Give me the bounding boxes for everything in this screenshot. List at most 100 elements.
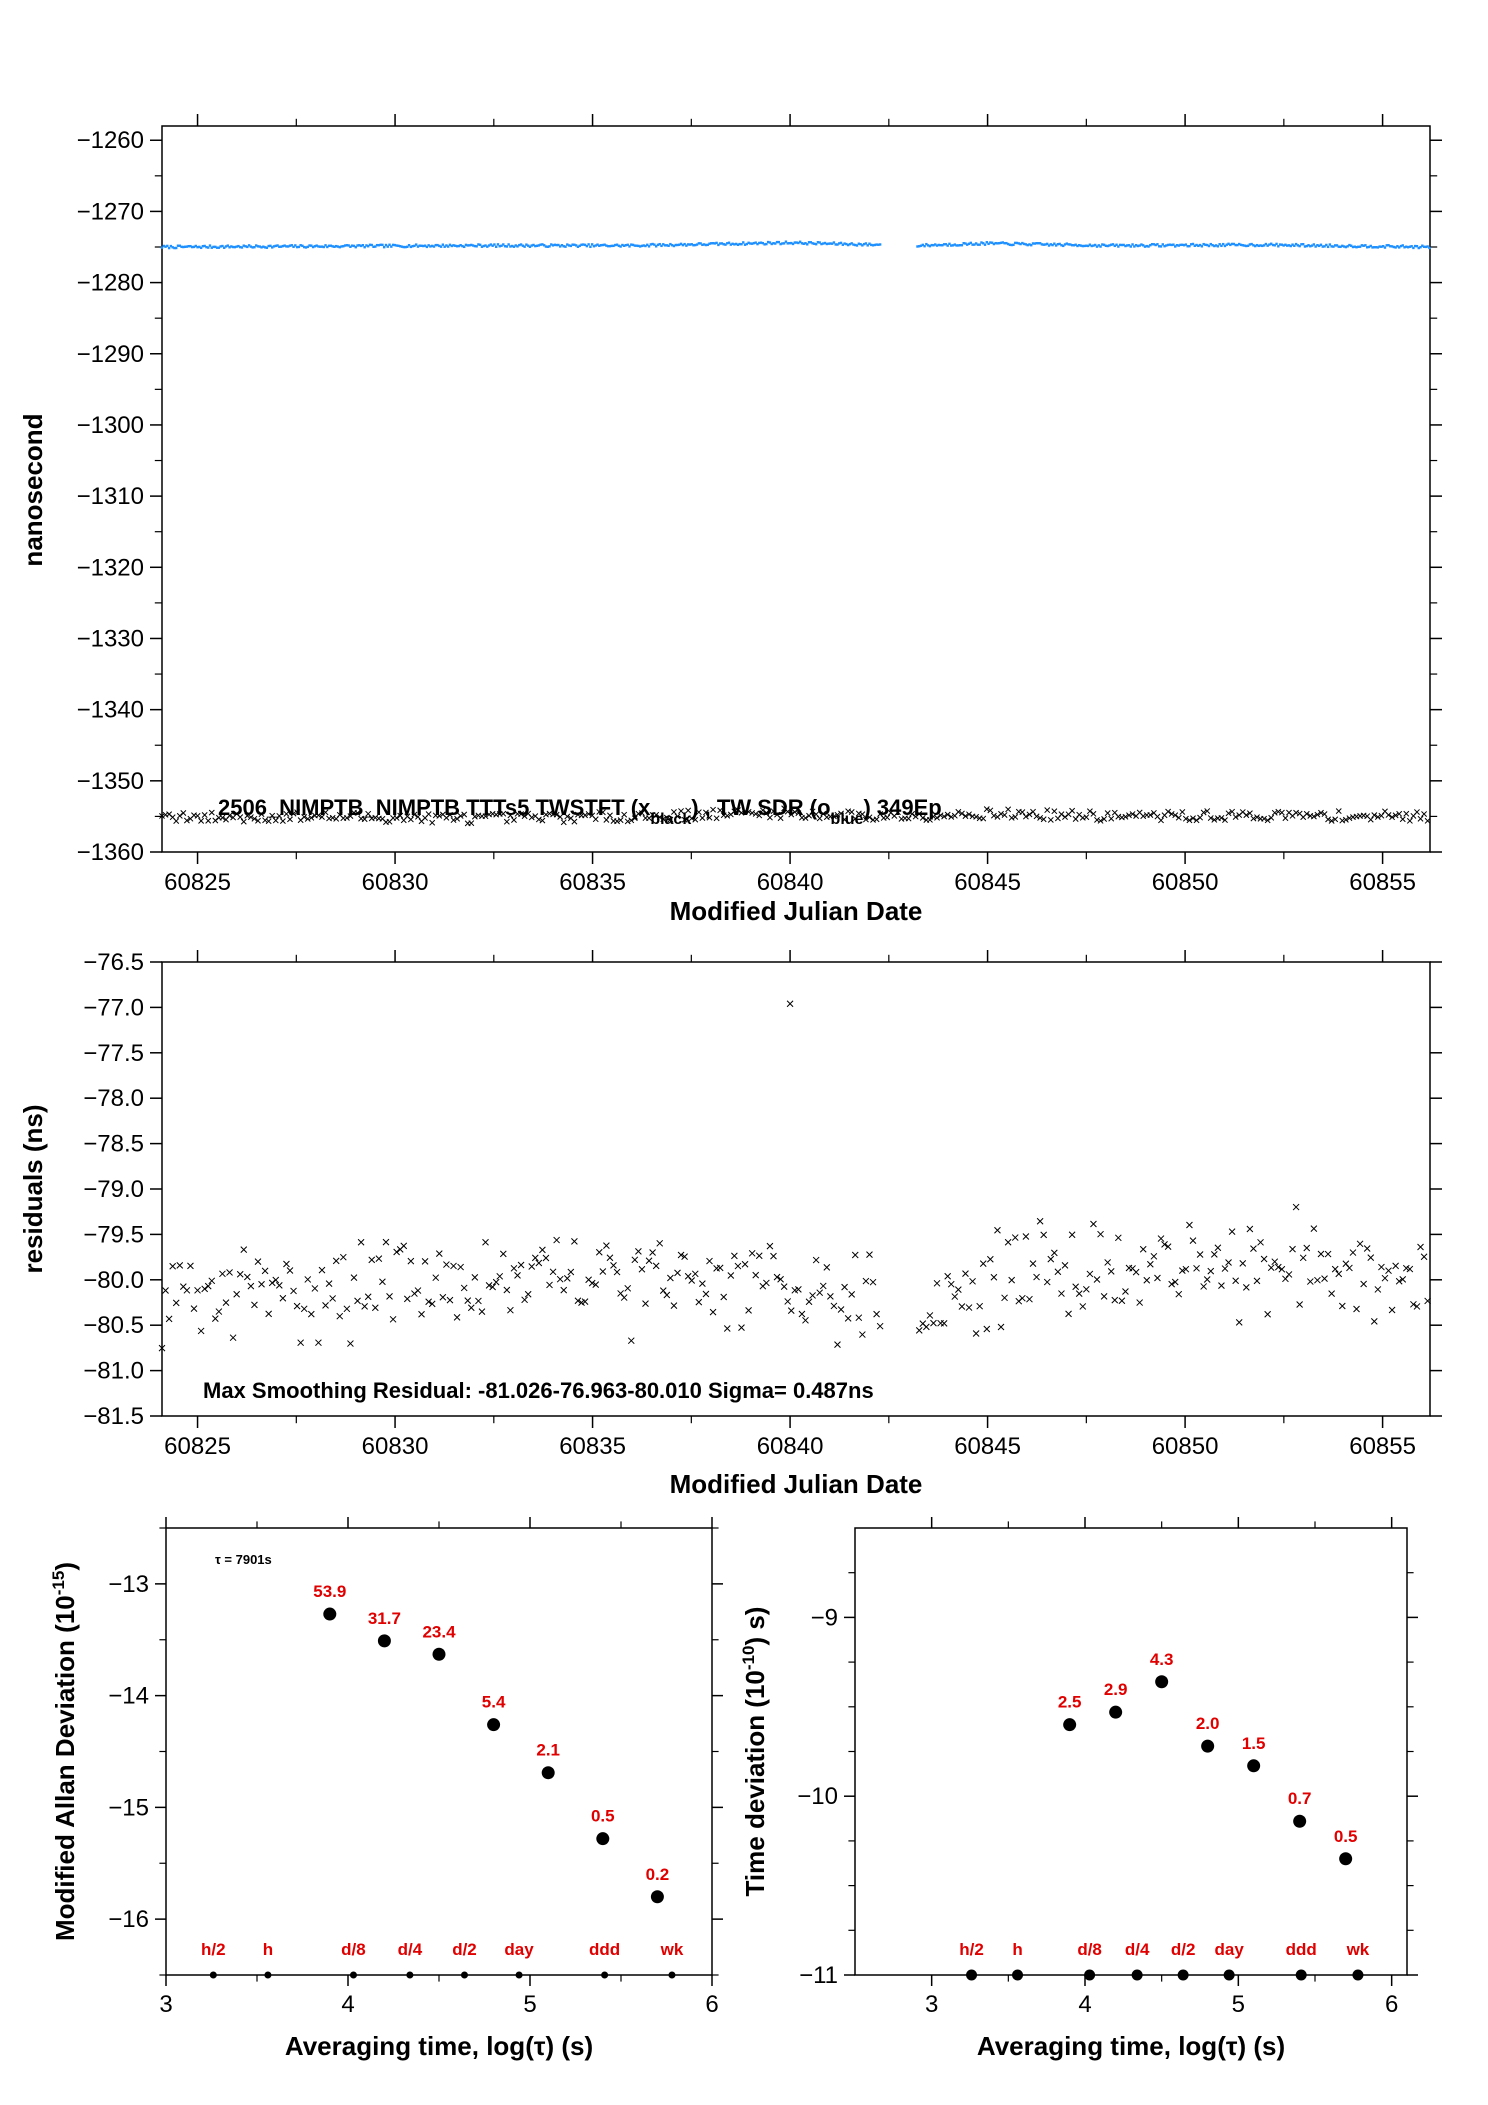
tw-sdr-point (793, 241, 797, 244)
interval-marker (1084, 1969, 1096, 1981)
twstft-point (450, 817, 457, 824)
tw-sdr-point (862, 242, 866, 246)
tw-sdr-point (489, 243, 493, 246)
tw-sdr-point (592, 245, 596, 248)
residual-point (265, 1310, 273, 1318)
tw-sdr-point (606, 244, 610, 248)
residual-point (652, 1262, 660, 1270)
tw-sdr-point (1204, 243, 1207, 247)
deviation-point-label: 2.1 (536, 1741, 560, 1760)
residual-point (553, 1236, 560, 1244)
tw-sdr-point (1076, 244, 1079, 248)
twstft-point (571, 818, 578, 825)
y-tick-label: −11 (799, 1962, 838, 1989)
residual-point (1068, 1231, 1076, 1239)
residual-point (748, 1249, 756, 1257)
tw-sdr-point (452, 244, 455, 247)
deviation-point-label: 23.4 (422, 1622, 456, 1641)
twstft-point (862, 816, 869, 823)
twstft-point (614, 818, 621, 825)
tw-sdr-point (1200, 245, 1204, 248)
tw-sdr-point (665, 244, 669, 247)
tw-sdr-point (759, 241, 763, 244)
tw-sdr-point (598, 244, 601, 247)
residual-point (389, 1315, 397, 1323)
tw-sdr-point (1223, 244, 1227, 248)
tw-sdr-point (336, 245, 340, 248)
twstft-point (1062, 814, 1068, 821)
tw-sdr-point (998, 242, 1001, 245)
tw-sdr-point (1147, 245, 1150, 248)
deviation-point-label: 1.5 (1242, 1734, 1266, 1753)
residual-point (1303, 1244, 1311, 1252)
twstft-point (1318, 809, 1324, 816)
tw-sdr-point (1150, 243, 1154, 246)
tw-sdr-point (695, 243, 699, 246)
tw-sdr-point (1040, 243, 1044, 246)
twstft-point (745, 808, 752, 815)
twstft-point (1371, 812, 1378, 819)
tw-sdr-point (1410, 245, 1413, 248)
residual-outlier-point (786, 1000, 794, 1008)
residual-point (290, 1287, 297, 1295)
x-tick-label: 6 (705, 1991, 718, 2018)
residual-point (489, 1283, 496, 1291)
twstft-point (1406, 817, 1413, 824)
tw-sdr-point (1335, 244, 1339, 247)
tw-sdr-point (1166, 243, 1170, 247)
twstft-point (695, 809, 702, 816)
tw-sdr-point (1286, 244, 1289, 247)
tw-sdr-point (807, 241, 811, 244)
tw-sdr-point (370, 243, 373, 247)
tw-sdr-point (605, 244, 608, 247)
tw-sdr-point (466, 244, 469, 247)
residual-annotation: Max Smoothing Residual: -81.026-76.963-8… (203, 1378, 874, 1403)
twstft-point (471, 813, 478, 820)
twstft-point (678, 808, 685, 814)
tw-sdr-point (566, 243, 569, 246)
residual-point (1040, 1231, 1048, 1239)
tw-sdr-point (1419, 245, 1422, 249)
twstft-point (934, 814, 940, 821)
residual-point (620, 1294, 628, 1301)
tw-sdr-point (765, 242, 768, 246)
tw-sdr-point (614, 243, 617, 247)
tw-sdr-point (287, 245, 290, 248)
tw-sdr-point (386, 245, 389, 248)
residual-point (1104, 1259, 1112, 1266)
twstft-point (1310, 813, 1317, 820)
tw-sdr-point (651, 242, 654, 246)
twstft-point (287, 816, 293, 823)
tw-sdr-point (265, 246, 269, 249)
tw-sdr-point (445, 244, 448, 247)
tw-sdr-point (539, 243, 542, 246)
tw-sdr-point (542, 244, 546, 247)
tw-sdr-point (352, 244, 356, 248)
x-tick-label: 3 (159, 1991, 172, 2018)
residual-point (1026, 1295, 1033, 1303)
x-tick-label: 60830 (362, 1433, 429, 1460)
twstft-point (1424, 817, 1431, 824)
residual-point (859, 1331, 866, 1338)
tw-sdr-point (198, 245, 201, 249)
residual-point (944, 1272, 952, 1280)
tw-sdr-point (351, 244, 354, 247)
twstft-point (365, 810, 372, 817)
twstft-point (240, 818, 247, 825)
tw-sdr-point (1122, 243, 1125, 247)
tw-sdr-point (471, 244, 475, 247)
tw-sdr-point (916, 245, 919, 248)
tw-sdr-point (1108, 244, 1111, 247)
tw-sdr-point (1209, 242, 1212, 246)
residual-point (354, 1297, 361, 1305)
residual-point (446, 1296, 454, 1304)
twstft-point (265, 818, 272, 825)
tw-sdr-point (830, 242, 834, 245)
y-tick-label: −1280 (77, 270, 144, 297)
twstft-point (237, 814, 244, 821)
twstft-point (574, 811, 581, 818)
tw-sdr-point (934, 243, 937, 246)
tw-sdr-point (340, 245, 343, 248)
residual-point (1036, 1217, 1044, 1225)
residual-point (528, 1263, 536, 1270)
